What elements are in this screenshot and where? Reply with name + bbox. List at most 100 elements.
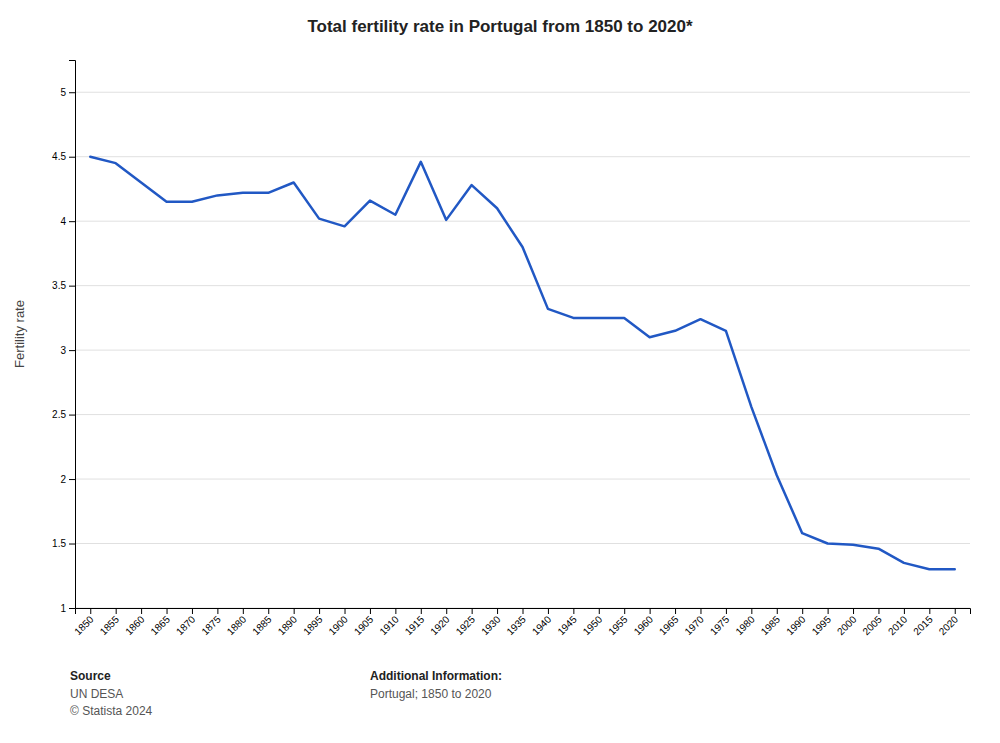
x-tick: 1945 xyxy=(555,608,579,637)
x-tick-mark xyxy=(523,608,524,614)
x-tick-label: 1980 xyxy=(733,613,757,637)
x-tick: 1880 xyxy=(225,608,249,637)
x-tick-mark xyxy=(421,608,422,614)
y-tick: 5 xyxy=(60,87,75,98)
x-tick-mark xyxy=(573,608,574,614)
y-tick: 4 xyxy=(60,216,75,227)
x-tick: 2015 xyxy=(911,608,935,637)
x-tick-mark xyxy=(853,608,854,614)
x-tick: 1910 xyxy=(377,608,401,637)
x-tick-mark xyxy=(116,608,117,614)
x-tick-label: 1955 xyxy=(606,613,630,637)
x-tick-label: 1865 xyxy=(148,613,172,637)
y-tick: 4.5 xyxy=(52,151,75,162)
x-tick: 1890 xyxy=(276,608,300,637)
x-tick: 1915 xyxy=(403,608,427,637)
y-tick: 3.5 xyxy=(52,280,75,291)
x-tick-mark xyxy=(319,608,320,614)
annotation: © Statista 2024 xyxy=(70,704,153,718)
x-tick-label: 1880 xyxy=(225,613,249,637)
x-tick: 1895 xyxy=(301,608,325,637)
y-tick: 2 xyxy=(60,474,75,485)
x-tick-label: 1895 xyxy=(301,613,325,637)
x-tick: 1975 xyxy=(708,608,732,637)
x-tick-label: 1945 xyxy=(555,613,579,637)
x-tick-label: 1985 xyxy=(759,613,783,637)
y-tick-label: 2 xyxy=(60,474,66,485)
x-tick-mark xyxy=(141,608,142,614)
y-tick-mark xyxy=(69,92,75,93)
x-tick-label: 1970 xyxy=(682,613,706,637)
x-tick-label: 1875 xyxy=(199,613,223,637)
x-tick: 1930 xyxy=(479,608,503,637)
x-tick-label: 1925 xyxy=(454,613,478,637)
y-tick-mark xyxy=(69,286,75,287)
y-tick-label: 1 xyxy=(60,603,66,614)
x-axis: 1850185518601865187018751880188518901895… xyxy=(72,608,970,637)
x-tick-mark xyxy=(548,608,549,614)
y-tick-label: 3 xyxy=(60,345,66,356)
chart: 1850185518601865187018751880188518901895… xyxy=(0,0,1000,743)
y-tick-label: 4 xyxy=(60,216,66,227)
grid-line xyxy=(75,221,970,222)
x-tick-mark xyxy=(726,608,727,614)
y-tick-mark xyxy=(69,479,75,480)
annotation: UN DESA xyxy=(70,687,123,701)
y-tick-label: 5 xyxy=(60,87,66,98)
x-tick-mark xyxy=(878,608,879,614)
y-tick: 1 xyxy=(60,603,75,614)
x-tick: 1905 xyxy=(352,608,376,637)
x-tick-label: 1990 xyxy=(784,613,808,637)
grid-line xyxy=(75,92,970,93)
x-tick-label: 1890 xyxy=(276,613,300,637)
x-tick-label: 2015 xyxy=(911,613,935,637)
y-tick-mark xyxy=(69,544,75,545)
x-tick-label: 1940 xyxy=(530,613,554,637)
y-tick-label: 3.5 xyxy=(52,280,66,291)
x-tick-label: 1950 xyxy=(581,613,605,637)
x-tick-label: 1905 xyxy=(352,613,376,637)
x-tick: 1855 xyxy=(98,608,122,637)
x-tick-label: 1995 xyxy=(810,613,834,637)
x-tick: 1860 xyxy=(123,608,147,637)
grid-line xyxy=(75,479,970,480)
x-tick-label: 1930 xyxy=(479,613,503,637)
x-tick-label: 1915 xyxy=(403,613,427,637)
x-tick-mark xyxy=(929,608,930,614)
x-tick-mark xyxy=(370,608,371,614)
y-axis-line xyxy=(69,61,76,609)
x-tick: 1935 xyxy=(504,608,528,637)
x-tick: 1965 xyxy=(657,608,681,637)
x-tick-mark xyxy=(700,608,701,614)
x-tick: 1850 xyxy=(72,608,96,637)
x-tick: 1920 xyxy=(428,608,452,637)
x-tick: 2010 xyxy=(886,608,910,637)
x-tick-mark xyxy=(472,608,473,614)
x-tick-mark xyxy=(268,608,269,614)
y-tick-label: 1.5 xyxy=(52,538,66,549)
y-tick-label: 4.5 xyxy=(52,151,66,162)
x-tick-mark xyxy=(217,608,218,614)
y-axis: 1 1.5 2 2.5 3 3.5 4 4.5 5 xyxy=(52,61,75,614)
x-tick-label: 1920 xyxy=(428,613,452,637)
title: Total fertility rate in Portugal from 18… xyxy=(307,17,693,36)
x-tick-label: 2010 xyxy=(886,613,910,637)
y-axis-title: Fertility rate xyxy=(12,300,27,368)
grid xyxy=(75,92,970,608)
x-tick-label: 1860 xyxy=(123,613,147,637)
x-tick-label: 1965 xyxy=(657,613,681,637)
x-tick: 1995 xyxy=(810,608,834,637)
x-tick-mark xyxy=(294,608,295,614)
y-tick-mark xyxy=(69,608,75,609)
x-tick-label: 1855 xyxy=(98,613,122,637)
x-tick-mark xyxy=(243,608,244,614)
y-tick-mark xyxy=(69,157,75,158)
x-tick-label: 1910 xyxy=(377,613,401,637)
x-tick: 1950 xyxy=(581,608,605,637)
y-tick-label: 2.5 xyxy=(52,409,66,420)
x-tick-label: 1900 xyxy=(326,613,350,637)
x-tick-mark xyxy=(955,608,956,614)
x-tick-mark xyxy=(599,608,600,614)
grid-line xyxy=(75,350,970,351)
x-tick: 1955 xyxy=(606,608,630,637)
